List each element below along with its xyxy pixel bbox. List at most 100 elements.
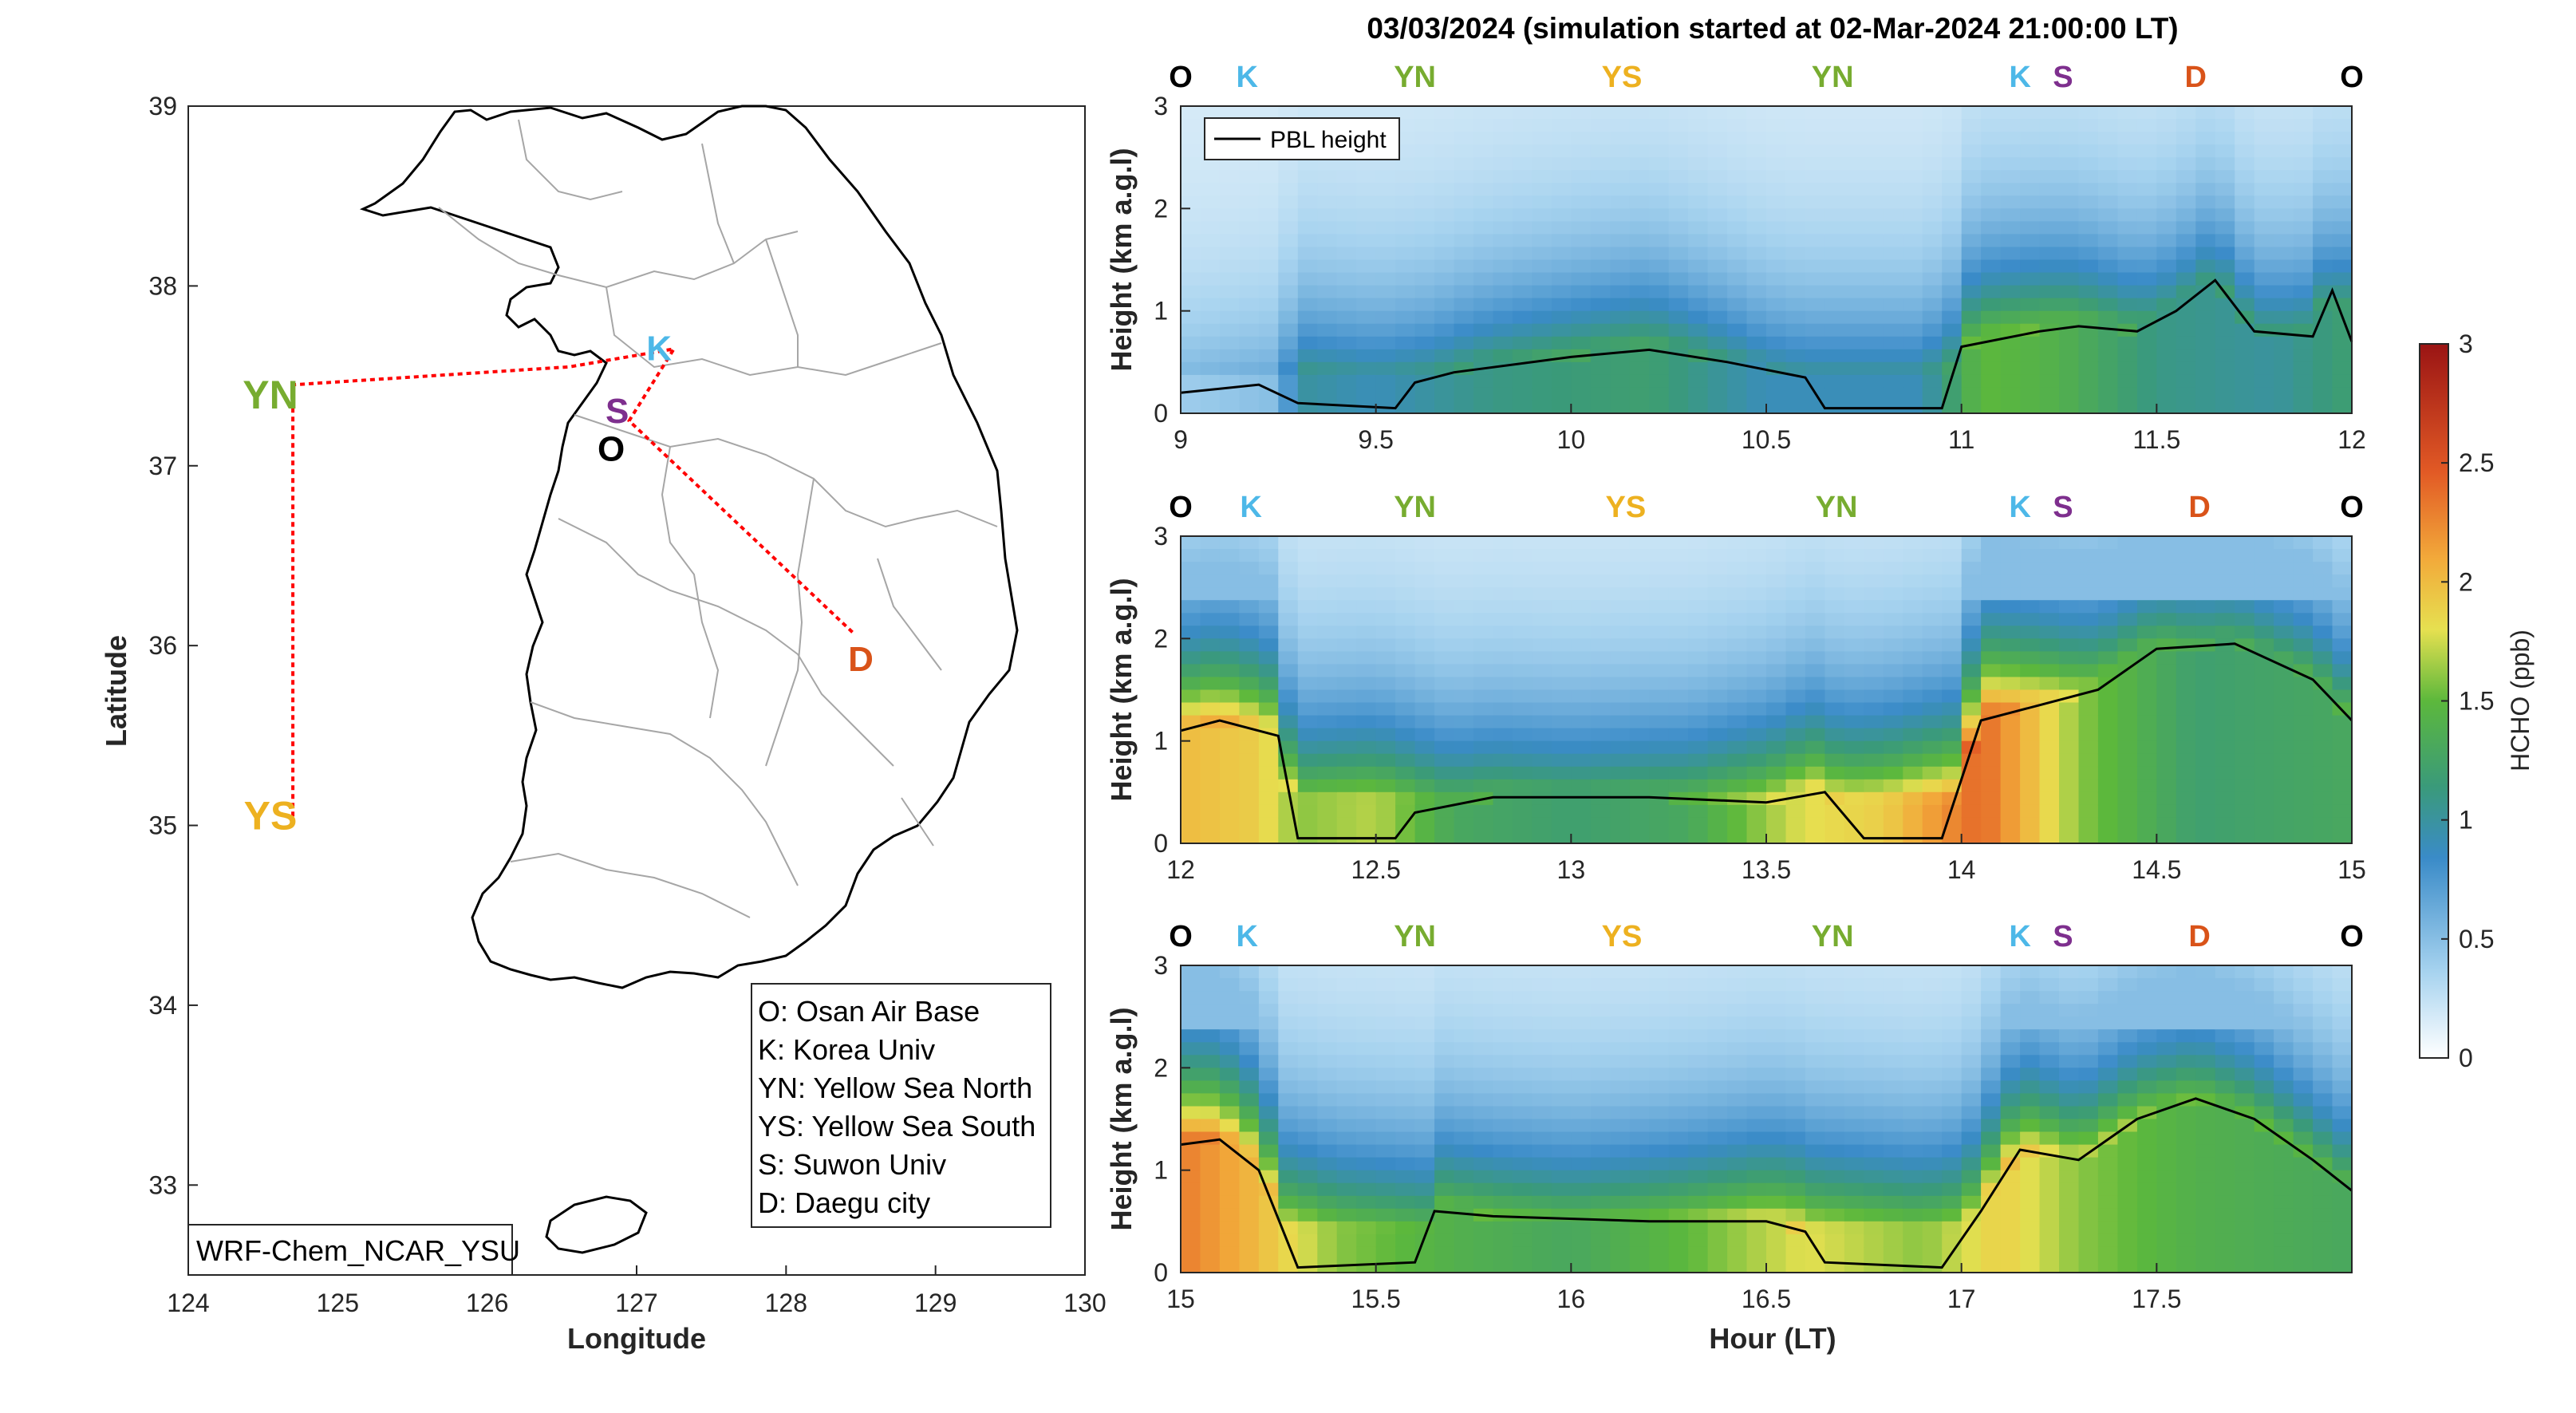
hcho-cell — [1961, 247, 1982, 261]
hcho-cell — [1961, 1170, 1982, 1184]
hcho-cell — [1454, 310, 1474, 325]
hcho-cell — [1297, 170, 1319, 184]
hcho-cell — [1473, 1157, 1494, 1171]
hcho-cell — [2215, 195, 2235, 210]
hcho-cell — [2332, 1016, 2353, 1030]
hcho-cell — [1395, 1208, 1416, 1222]
hcho-cell — [2039, 549, 2060, 562]
hcho-cell — [1864, 728, 1884, 742]
hcho-cell — [2117, 1157, 2138, 1171]
hcho-cell — [1903, 549, 1923, 562]
hcho-cell — [1414, 1004, 1435, 1017]
hcho-cell — [1825, 715, 1845, 729]
flight-track — [291, 346, 854, 817]
hcho-cell — [2059, 766, 2080, 780]
hcho-cell — [1922, 259, 1943, 274]
hcho-cell — [1532, 119, 1552, 132]
hcho-cell — [1922, 208, 1943, 223]
hcho-cell — [1922, 374, 1943, 389]
hcho-cell — [1278, 600, 1299, 614]
hcho-cell — [2254, 234, 2274, 248]
hcho-cell — [2136, 1144, 2158, 1158]
hcho-cell — [1825, 259, 1845, 274]
hcho-cell — [1805, 779, 1826, 793]
hcho-cell — [1356, 728, 1377, 742]
hcho-cell — [1942, 1195, 1963, 1210]
hcho-cell — [2097, 234, 2119, 248]
hcho-cell — [1825, 1004, 1845, 1017]
hcho-cell — [2293, 817, 2314, 831]
hcho-cell — [2078, 766, 2099, 780]
hcho-cell — [2254, 817, 2274, 831]
hcho-cell — [1493, 965, 1513, 979]
hcho-cell — [1297, 779, 1319, 793]
hcho-cell — [1414, 259, 1435, 274]
hcho-cell — [2097, 1042, 2119, 1056]
hcho-cell — [1317, 753, 1338, 768]
hcho-cell — [1688, 1119, 1709, 1133]
hcho-cell — [1746, 536, 1767, 550]
hcho-cell — [2332, 1042, 2353, 1056]
hcho-cell — [2136, 1029, 2158, 1043]
hcho-cell — [2313, 600, 2333, 614]
hcho-cell — [1532, 1042, 1552, 1056]
hcho-cell — [1864, 600, 1884, 614]
hcho-cell — [2293, 285, 2314, 299]
hcho-cell — [1590, 753, 1611, 768]
hcho-cell — [2176, 536, 2197, 550]
hcho-cell — [1746, 1182, 1767, 1197]
hcho-cell — [2195, 349, 2216, 363]
hcho-cell — [1922, 144, 1943, 158]
hcho-cell — [1766, 1093, 1787, 1107]
hcho-cell — [1493, 689, 1513, 704]
hcho-cell — [2059, 1106, 2080, 1120]
hcho-cell — [1512, 1195, 1533, 1210]
hcho-cell — [2097, 401, 2119, 414]
hcho-cell — [1688, 1260, 1709, 1273]
hcho-cell — [1805, 1208, 1826, 1222]
hcho-cell — [2254, 361, 2274, 376]
hcho-cell — [1181, 1233, 1201, 1248]
hcho-cell — [1649, 144, 1670, 158]
hcho-cell — [1493, 285, 1513, 299]
hcho-cell — [2039, 259, 2060, 274]
hcho-cell — [1414, 1260, 1435, 1273]
hcho-cell — [2313, 728, 2333, 742]
station-label-s: S — [2053, 491, 2073, 524]
hcho-cell — [2078, 1246, 2099, 1261]
hcho-cell — [1981, 1157, 2002, 1171]
hcho-cell — [1649, 221, 1670, 235]
hcho-cell — [1668, 1170, 1689, 1184]
hcho-cell — [2254, 1068, 2274, 1082]
hcho-cell — [2274, 1157, 2294, 1171]
hcho-cell — [2274, 638, 2294, 653]
hcho-cell — [1278, 804, 1299, 819]
hcho-cell — [1942, 1182, 1963, 1197]
hcho-cell — [1336, 1157, 1357, 1171]
hcho-cell — [1825, 361, 1845, 376]
hcho-cell — [2235, 536, 2255, 550]
hcho-cell — [1864, 1246, 1884, 1261]
map-legend: O: Osan Air Base K: Korea Univ YN: Yello… — [751, 983, 1051, 1228]
hcho-cell — [1375, 1042, 1396, 1056]
hcho-cell — [2156, 677, 2177, 691]
hcho-cell — [1219, 208, 1241, 223]
hcho-cell — [1493, 664, 1513, 678]
hcho-cell — [2254, 626, 2274, 640]
hcho-cell — [1258, 1068, 1280, 1082]
hcho-cell — [1981, 310, 2002, 325]
hcho-cell — [1239, 234, 1260, 248]
hcho-cell — [1727, 234, 1748, 248]
hcho-cell — [2195, 1068, 2216, 1082]
hcho-cell — [2176, 638, 2197, 653]
hcho-cell — [1805, 562, 1826, 575]
hcho-cell — [1825, 1195, 1845, 1210]
hcho-cell — [1375, 195, 1396, 210]
hcho-cell — [1395, 1055, 1416, 1069]
hcho-cell — [1649, 1233, 1670, 1248]
hcho-cell — [1493, 1208, 1513, 1222]
hcho-cell — [2274, 1119, 2294, 1133]
hcho-cell — [1668, 1004, 1689, 1017]
hcho-cell — [1727, 374, 1748, 389]
hcho-cell — [1258, 1119, 1280, 1133]
